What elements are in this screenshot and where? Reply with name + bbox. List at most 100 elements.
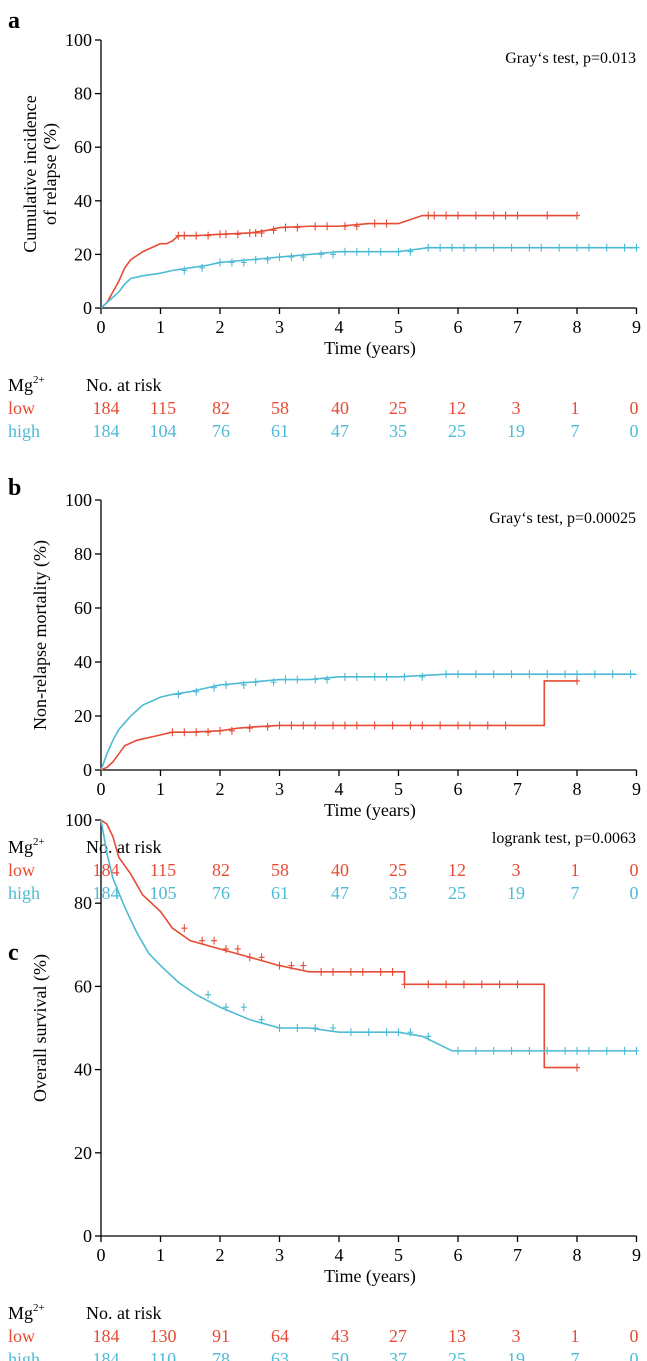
risk-count-high: 25 [448,1349,466,1361]
risk-count-low: 184 [93,860,120,880]
censor-mark-high [347,1028,354,1037]
censor-mark-high [395,1028,402,1037]
censor-mark-high [526,1046,533,1055]
censor-mark-low [211,936,218,945]
censor-mark-high [425,243,432,252]
censor-mark-high [199,263,206,272]
censor-mark-high [449,243,456,252]
y-tick-label: 20 [74,244,92,264]
censor-mark-high [383,1028,390,1037]
test-annotation: Gray‘s test, p=0.013 [505,50,636,67]
y-tick-label: 20 [74,1143,92,1163]
x-tick-label: 4 [335,1245,344,1265]
panel-label: c [8,940,19,966]
group-header-text: Mg [8,837,33,857]
series-line-high [100,246,637,309]
y-axis-label: Overall survival (%) [30,954,51,1102]
censor-mark-high [574,243,580,252]
censor-mark-high [621,243,628,252]
censor-mark-high [258,1015,265,1024]
censor-mark-high [407,1028,414,1037]
censor-mark-low [574,1063,580,1072]
risk-count-low: 13 [448,1326,466,1346]
risk-count-high: 7 [571,1349,580,1361]
censor-mark-low [205,231,212,240]
risk-count-high: 47 [331,883,349,903]
censor-mark-high [556,243,563,252]
censor-mark-low [389,967,396,976]
censor-mark-high [270,678,277,687]
x-tick-label: 9 [632,317,641,337]
censor-mark-high [276,253,283,262]
x-tick-label: 1 [156,779,165,799]
x-axis-label: Time (years) [324,800,416,821]
censor-mark-low [574,676,580,685]
x-axis-label: Time (years) [324,338,416,359]
risk-row-label-high: high [8,883,40,903]
censor-mark-low [341,222,348,231]
censor-mark-low [472,211,479,220]
y-tick-label: 80 [74,84,92,104]
censor-mark-high [538,243,545,252]
censor-mark-high [211,683,218,692]
group-header-superscript: 2+ [33,1302,45,1314]
risk-count-high: 184 [93,883,120,903]
risk-count-high: 50 [331,1349,349,1361]
censor-mark-low [502,721,509,730]
censor-mark-high [341,672,348,681]
censor-mark-low [288,721,295,730]
x-tick-label: 1 [156,1245,165,1265]
risk-count-low: 91 [212,1326,230,1346]
censor-mark-low [205,728,212,737]
censor-mark-low [330,967,337,976]
censor-mark-high [353,247,360,256]
censor-mark-high [222,680,229,689]
test-annotation: logrank test, p=0.0063 [492,830,636,847]
x-tick-label: 8 [573,317,582,337]
risk-count-low: 1 [571,860,580,880]
risk-count-high: 61 [271,421,289,441]
censor-mark-low [282,223,289,232]
risk-count-high: 76 [212,421,230,441]
series-line-high [100,673,637,771]
risk-count-low: 12 [448,860,466,880]
risk-count-low: 3 [512,398,521,418]
censor-mark-low [514,980,521,989]
censor-mark-high [401,672,408,681]
censor-mark-low [258,953,265,962]
x-tick-label: 5 [394,317,403,337]
x-tick-label: 6 [454,779,463,799]
censor-mark-high [175,690,182,699]
risk-table-group-header: Mg2+ [8,374,45,395]
x-tick-label: 1 [156,317,165,337]
risk-count-low: 115 [150,860,176,880]
censor-mark-high [574,670,580,679]
censor-mark-high [526,670,533,679]
x-tick-label: 5 [394,1245,403,1265]
censor-mark-high [574,1046,580,1055]
risk-count-high: 105 [150,883,177,903]
risk-count-high: 0 [630,1349,639,1361]
censor-mark-high [562,1046,569,1055]
x-tick-label: 4 [335,317,344,337]
censor-mark-high [455,670,461,679]
censor-mark-low [169,728,176,737]
censor-mark-high [312,1024,319,1032]
censor-mark-low [276,961,283,970]
censor-mark-high [371,672,378,681]
y-tick-label: 60 [74,976,92,996]
censor-mark-low [246,724,253,733]
censor-mark-low [544,211,551,220]
censor-mark-low [181,728,188,737]
series-line-low [100,214,577,309]
censor-mark-low [300,961,307,970]
y-tick-label: 40 [74,1060,92,1080]
risk-count-low: 82 [212,860,230,880]
censor-mark-low [401,980,408,989]
risk-count-low: 58 [271,860,289,880]
censor-mark-low [288,961,295,970]
risk-count-low: 1 [571,398,580,418]
censor-mark-high [330,1024,337,1032]
